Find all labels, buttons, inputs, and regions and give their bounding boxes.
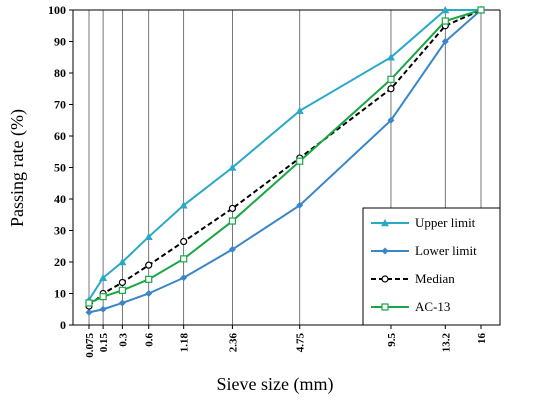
series-lower-limit [85, 6, 485, 316]
legend-marker-upper-limit [381, 219, 389, 227]
series-line-ac-13 [88, 9, 482, 304]
y-tick-label: 100 [48, 3, 66, 17]
series-line-lower-limit [88, 9, 482, 314]
y-tick-label: 70 [54, 98, 66, 112]
data-point-ac-13 [145, 275, 153, 283]
x-tick-label: 1.18 [179, 333, 191, 353]
y-tick-label: 30 [54, 224, 66, 238]
data-point-upper-limit [295, 106, 304, 114]
x-tick-label: 0.3 [117, 333, 129, 347]
y-tick-label: 60 [54, 129, 66, 143]
data-point-lower-limit [99, 305, 107, 313]
data-point-upper-limit [118, 258, 127, 266]
data-point-median [145, 261, 153, 269]
x-tick-labels: 0.075 0.15 0.3 0.6 1.18 2.36 4.75 9.5 13.2 16 [84, 333, 488, 358]
y-tick-label: 40 [54, 192, 66, 206]
data-point-upper-limit [228, 163, 237, 171]
series-ac-13 [85, 6, 485, 307]
series-group [85, 6, 485, 316]
data-point-ac-13 [99, 293, 107, 301]
legend-label-ac-13: AC-13 [415, 299, 450, 314]
data-point-lower-limit [441, 38, 449, 45]
y-axis-title: Passing rate (%) [7, 109, 28, 227]
legend-label-lower-limit: Lower limit [415, 243, 477, 258]
legend-label-upper-limit: Upper limit [415, 215, 476, 230]
x-tick-label: 0.15 [98, 333, 110, 353]
data-point-ac-13 [180, 255, 188, 263]
data-point-median [180, 237, 188, 246]
y-tick-label: 10 [54, 287, 66, 301]
series-line-upper-limit [88, 9, 481, 301]
data-point-median [228, 204, 237, 213]
data-point-lower-limit [387, 116, 395, 124]
data-point-ac-13 [85, 299, 93, 307]
data-point-lower-limit [296, 201, 304, 209]
y-tick-label: 0 [60, 318, 66, 332]
y-tick-label: 50 [54, 161, 66, 175]
x-axis-title: Sieve size (mm) [217, 374, 334, 395]
x-tick-label: 16 [476, 333, 488, 345]
data-point-lower-limit [228, 245, 236, 253]
data-point-ac-13 [228, 217, 237, 225]
data-point-lower-limit [180, 274, 188, 282]
data-point-ac-13 [477, 6, 485, 14]
legend-label-median: Median [415, 271, 455, 286]
data-point-lower-limit [145, 290, 153, 297]
y-tick-label: 20 [54, 255, 66, 269]
legend-marker-ac-13 [381, 303, 389, 311]
data-point-upper-limit [99, 273, 108, 281]
x-tick-label: 0.6 [144, 333, 156, 347]
x-tick-label: 4.75 [295, 333, 307, 353]
legend: Upper limit Lower limit Median AC-13 [362, 207, 501, 326]
x-tick-label: 13.2 [440, 333, 452, 353]
data-point-ac-13 [387, 75, 395, 83]
x-tick-label: 2.36 [227, 333, 239, 353]
x-tick-label: 0.075 [84, 333, 96, 358]
data-point-upper-limit [144, 232, 153, 240]
data-point-upper-limit [441, 6, 450, 14]
legend-marker-lower-limit [381, 247, 389, 255]
series-line-median [88, 9, 482, 307]
data-point-lower-limit [118, 299, 126, 307]
data-point-upper-limit [386, 53, 395, 61]
y-tick-label: 90 [54, 35, 66, 49]
y-tick-label: 80 [54, 66, 66, 80]
data-point-ac-13 [118, 286, 126, 294]
x-tick-label: 9.5 [386, 333, 398, 347]
data-point-upper-limit [179, 201, 188, 209]
data-point-median [118, 278, 126, 287]
data-point-lower-limit [85, 308, 93, 316]
data-point-ac-13 [296, 157, 304, 165]
y-tick-labels: 0 10 20 30 40 50 60 70 80 90 100 [48, 3, 66, 332]
legend-marker-median [381, 275, 389, 283]
data-point-ac-13 [441, 17, 449, 25]
data-point-median [387, 85, 395, 93]
